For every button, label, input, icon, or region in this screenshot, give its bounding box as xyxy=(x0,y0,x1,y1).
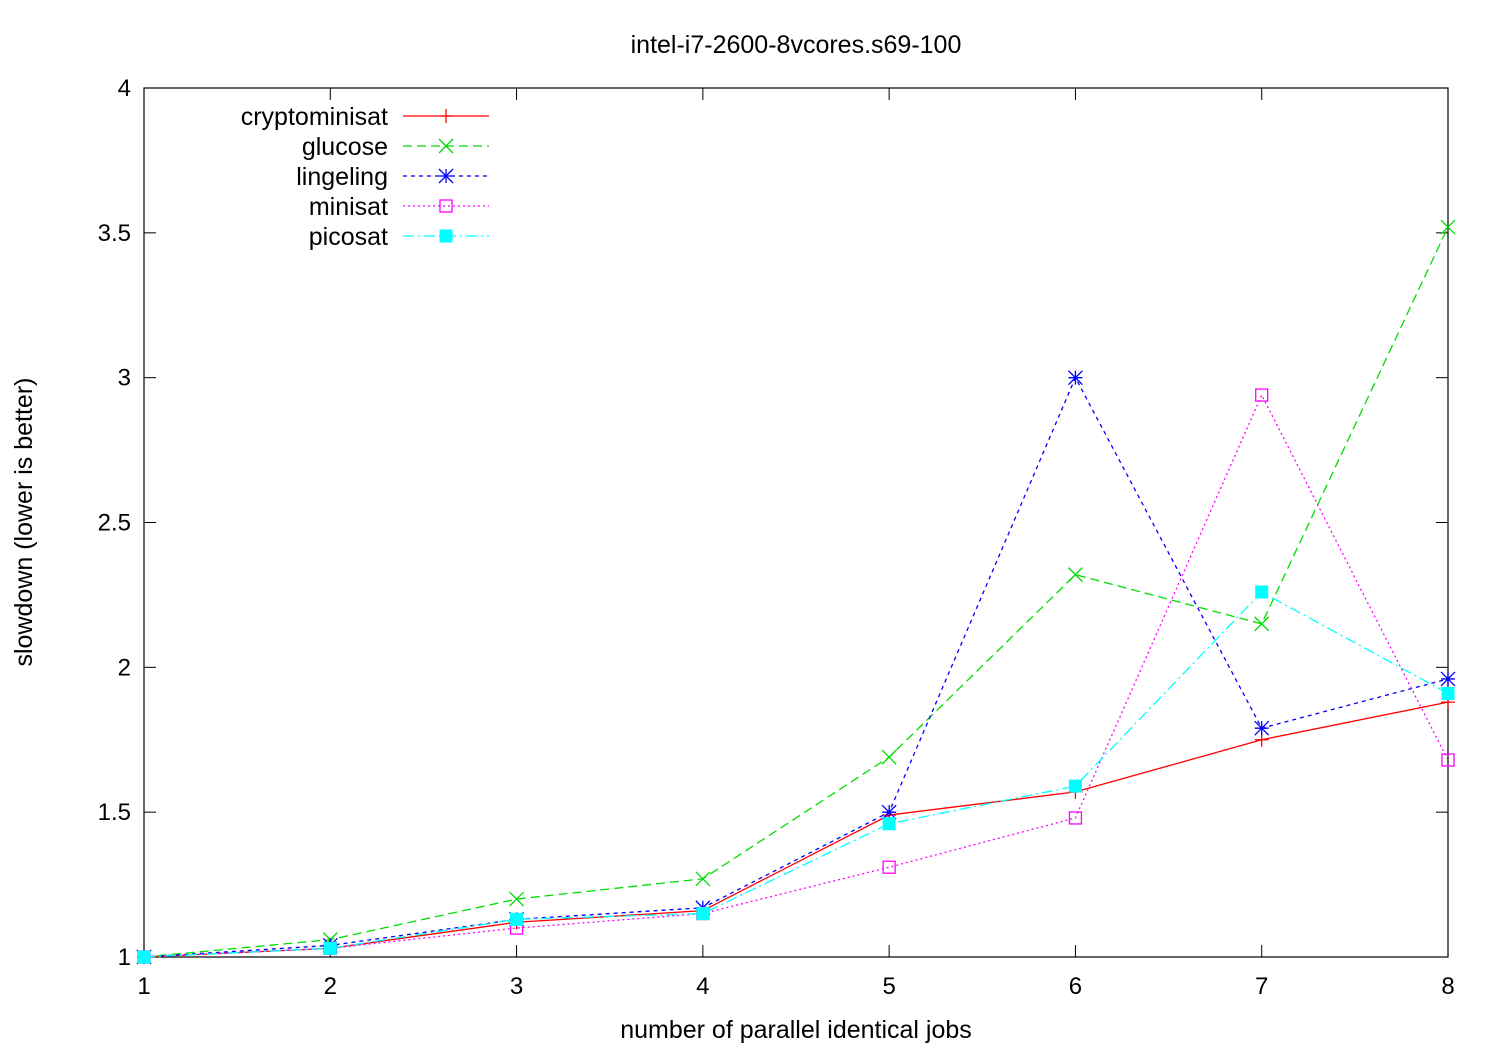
point-glyph xyxy=(1067,370,1083,386)
point-glyph xyxy=(1440,219,1456,235)
y-axis-title: slowdown (lower is better) xyxy=(10,378,38,667)
data-point xyxy=(1254,720,1270,736)
data-point xyxy=(439,109,453,123)
series-line-picosat xyxy=(143,591,1449,958)
point-glyph xyxy=(509,891,525,907)
x-tick-label: 2 xyxy=(324,973,337,1000)
data-point xyxy=(510,912,524,926)
x-tick-label: 3 xyxy=(510,973,523,1000)
data-point xyxy=(1255,388,1269,402)
legend-item-minisat: minisat xyxy=(309,193,489,221)
y-tick-label: 1.5 xyxy=(98,799,131,826)
point-glyph xyxy=(1255,388,1269,402)
x-axis-title: number of parallel identical jobs xyxy=(620,1016,972,1044)
series-group xyxy=(136,219,1456,965)
series-lingeling xyxy=(136,370,1456,965)
point-glyph xyxy=(1254,616,1270,632)
point-glyph xyxy=(439,229,453,243)
point-glyph xyxy=(439,109,453,123)
series-picosat xyxy=(137,585,1455,964)
data-point xyxy=(438,138,454,154)
data-point xyxy=(1255,585,1269,599)
legend-item-glucose: glucose xyxy=(302,133,489,161)
legend-label: glucose xyxy=(302,133,388,161)
point-glyph xyxy=(1440,671,1456,687)
y-tick-label: 3.5 xyxy=(98,220,131,247)
data-point xyxy=(1440,671,1456,687)
point-glyph xyxy=(323,941,337,955)
x-tick-label: 5 xyxy=(882,973,895,1000)
point-glyph xyxy=(881,804,897,820)
data-point xyxy=(1441,753,1455,767)
point-glyph xyxy=(438,168,454,184)
point-glyph xyxy=(1441,686,1455,700)
y-tick-label: 1 xyxy=(118,944,131,971)
x-tick-label: 8 xyxy=(1441,973,1454,1000)
data-point xyxy=(882,817,896,831)
data-point xyxy=(881,804,897,820)
legend-item-picosat: picosat xyxy=(309,223,489,251)
y-tick-label: 2 xyxy=(118,654,131,681)
point-glyph xyxy=(695,871,711,887)
y-tick-label: 3 xyxy=(118,365,131,392)
point-glyph xyxy=(439,199,453,213)
series-line-minisat xyxy=(143,393,1449,958)
legend-label: cryptominisat xyxy=(241,103,388,131)
point-glyph xyxy=(881,749,897,765)
y-tick-label: 2.5 xyxy=(98,510,131,537)
data-point xyxy=(1441,686,1455,700)
data-point xyxy=(1254,616,1270,632)
legend-label: minisat xyxy=(309,193,388,221)
data-point xyxy=(439,229,453,243)
legend-item-lingeling: lingeling xyxy=(296,163,489,191)
data-point xyxy=(882,860,896,874)
series-line-lingeling xyxy=(143,376,1449,958)
point-glyph xyxy=(882,860,896,874)
data-point xyxy=(1067,567,1083,583)
point-glyph xyxy=(1068,779,1082,793)
point-glyph xyxy=(137,950,151,964)
x-tick-label: 7 xyxy=(1255,973,1268,1000)
legend-label: picosat xyxy=(309,223,388,251)
legend-item-cryptominisat: cryptominisat xyxy=(241,103,489,131)
x-tick-label: 1 xyxy=(137,973,150,1000)
data-point xyxy=(1067,370,1083,386)
data-point xyxy=(695,871,711,887)
data-point xyxy=(1440,219,1456,235)
data-point xyxy=(137,950,151,964)
point-glyph xyxy=(882,817,896,831)
data-point xyxy=(1068,779,1082,793)
legend-label: lingeling xyxy=(296,163,388,191)
chart-title: intel-i7-2600-8vcores.s69-100 xyxy=(631,31,962,59)
x-tick-label: 4 xyxy=(696,973,709,1000)
data-point xyxy=(323,941,337,955)
data-point xyxy=(1068,811,1083,825)
point-glyph xyxy=(696,907,710,921)
series-line-glucose xyxy=(143,226,1449,958)
data-point xyxy=(438,168,454,184)
series-cryptominisat xyxy=(137,695,1455,964)
point-glyph xyxy=(438,138,454,154)
point-glyph xyxy=(1441,753,1455,767)
point-glyph xyxy=(1255,585,1269,599)
point-glyph xyxy=(1254,720,1270,736)
data-point xyxy=(696,907,710,921)
point-glyph xyxy=(1068,811,1083,825)
point-glyph xyxy=(1067,567,1083,583)
data-point xyxy=(881,749,897,765)
y-tick-label: 4 xyxy=(118,75,131,102)
series-line-cryptominisat xyxy=(143,701,1449,958)
point-glyph xyxy=(510,912,524,926)
data-point xyxy=(509,891,525,907)
data-point xyxy=(439,199,453,213)
legend: cryptominisatglucoselingelingminisatpico… xyxy=(241,103,489,251)
x-tick-label: 6 xyxy=(1069,973,1082,1000)
plot-area: 1 2 3 4 5 6 7 8 1 1.5 2 2.5 3 3.5 4 xyxy=(98,75,1455,1000)
series-minisat xyxy=(137,388,1455,964)
